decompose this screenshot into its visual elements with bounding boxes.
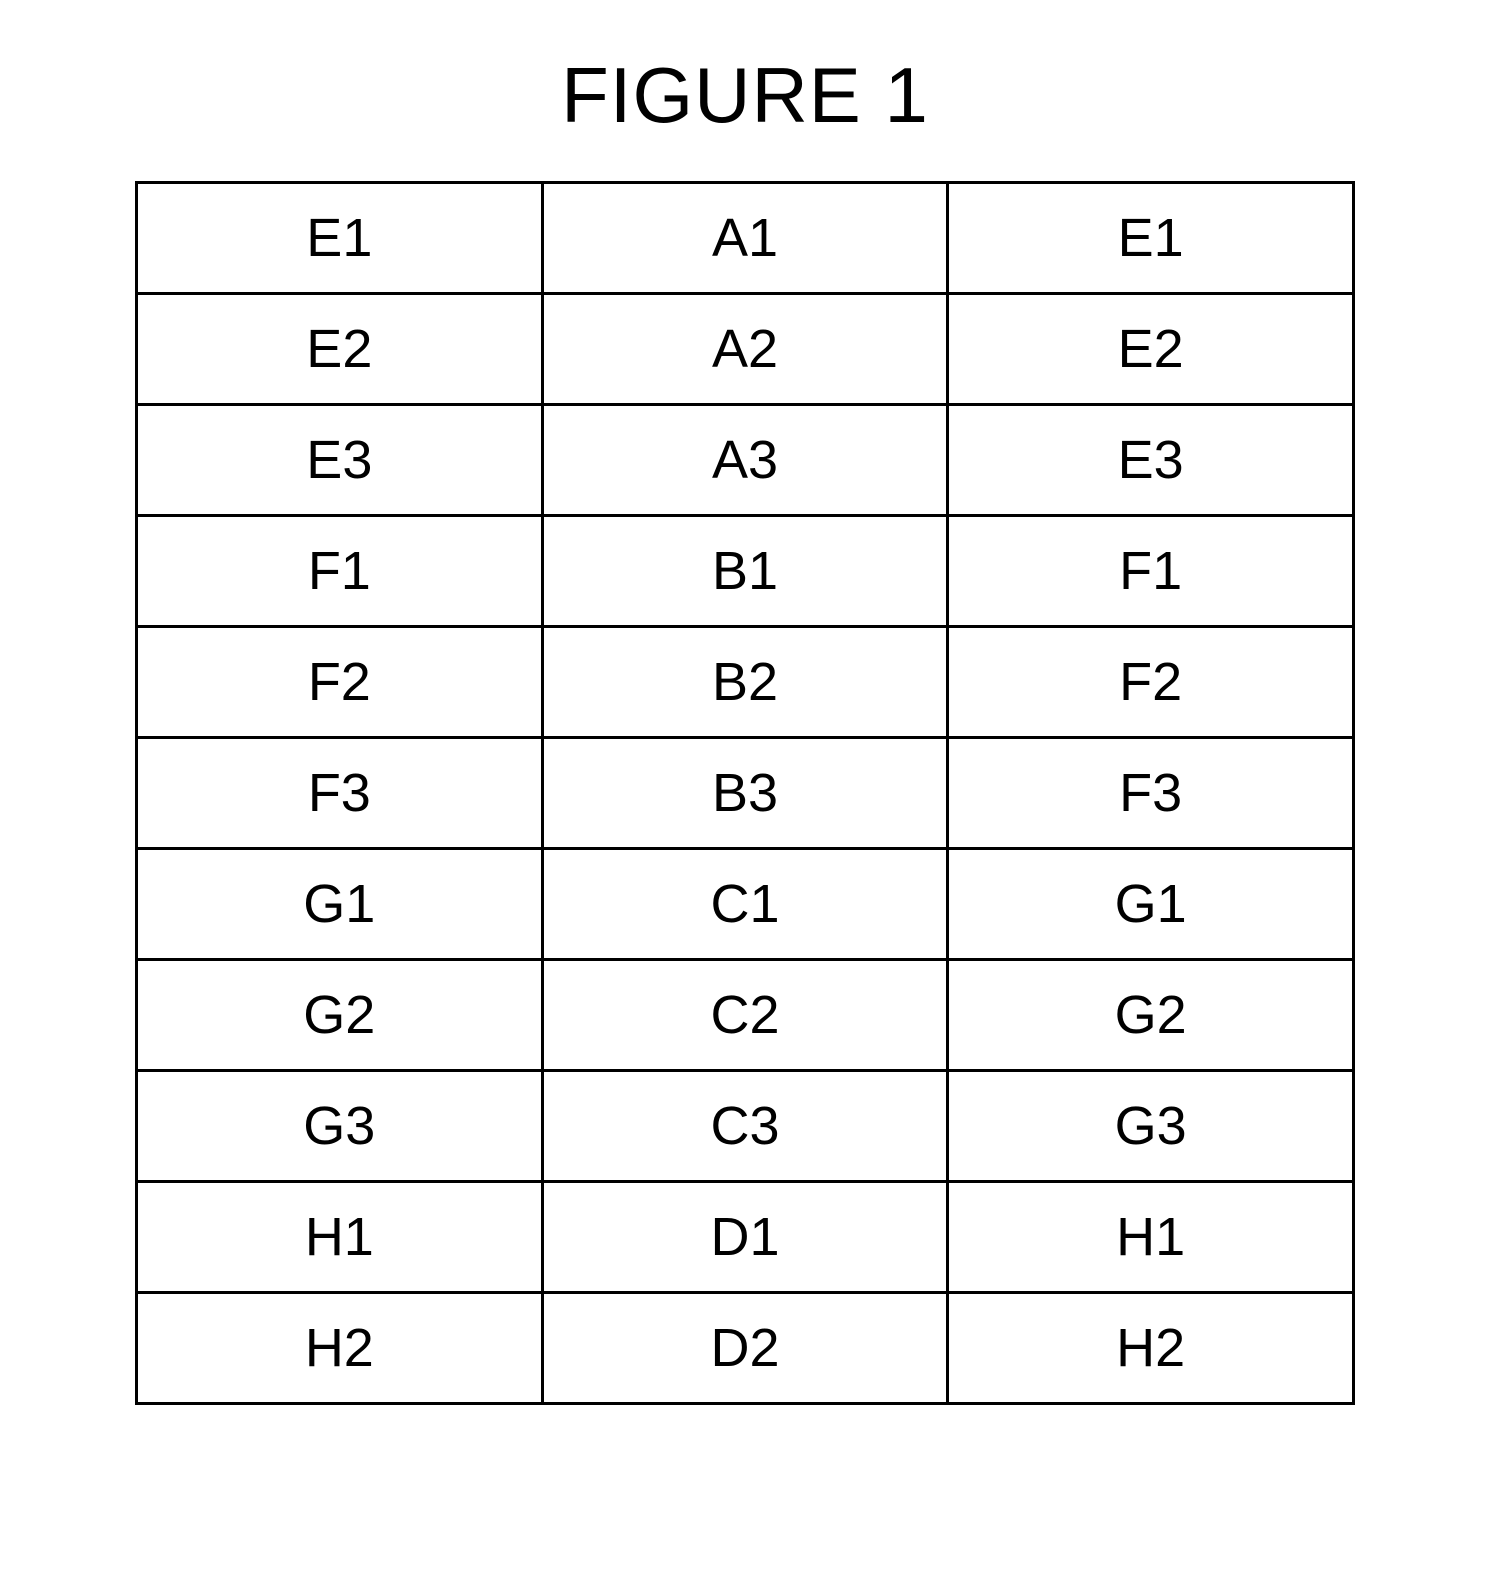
table-cell: G2: [137, 960, 543, 1071]
table-cell: D1: [542, 1182, 948, 1293]
table-cell: H1: [948, 1182, 1354, 1293]
table-cell: G2: [948, 960, 1354, 1071]
table-row: F1 B1 F1: [137, 516, 1354, 627]
table-cell: E1: [137, 183, 543, 294]
table-cell: E2: [137, 294, 543, 405]
table-cell: C3: [542, 1071, 948, 1182]
table-cell: B3: [542, 738, 948, 849]
table-cell: B1: [542, 516, 948, 627]
figure-container: FIGURE 1 E1 A1 E1 E2 A2 E2 E3 A3 E3 F1 B…: [0, 0, 1490, 1405]
table-row: G3 C3 G3: [137, 1071, 1354, 1182]
table-row: G1 C1 G1: [137, 849, 1354, 960]
table-cell: H2: [137, 1293, 543, 1404]
table-cell: A2: [542, 294, 948, 405]
table-cell: E1: [948, 183, 1354, 294]
figure-table: E1 A1 E1 E2 A2 E2 E3 A3 E3 F1 B1 F1 F2 B: [135, 181, 1355, 1405]
table-cell: D2: [542, 1293, 948, 1404]
figure-title: FIGURE 1: [561, 50, 929, 141]
table-cell: C2: [542, 960, 948, 1071]
table-cell: H1: [137, 1182, 543, 1293]
table-row: E3 A3 E3: [137, 405, 1354, 516]
table-cell: F2: [137, 627, 543, 738]
table-cell: F3: [137, 738, 543, 849]
table-cell: F1: [948, 516, 1354, 627]
table-cell: E3: [948, 405, 1354, 516]
table-cell: F2: [948, 627, 1354, 738]
table-cell: C1: [542, 849, 948, 960]
table-cell: G3: [948, 1071, 1354, 1182]
table-row: E1 A1 E1: [137, 183, 1354, 294]
table-cell: B2: [542, 627, 948, 738]
table-cell: E3: [137, 405, 543, 516]
table-row: F3 B3 F3: [137, 738, 1354, 849]
table-row: G2 C2 G2: [137, 960, 1354, 1071]
table-cell: F3: [948, 738, 1354, 849]
table-cell: G3: [137, 1071, 543, 1182]
table-row: F2 B2 F2: [137, 627, 1354, 738]
table-row: H2 D2 H2: [137, 1293, 1354, 1404]
table-row: E2 A2 E2: [137, 294, 1354, 405]
table-cell: H2: [948, 1293, 1354, 1404]
table-row: H1 D1 H1: [137, 1182, 1354, 1293]
table-cell: A3: [542, 405, 948, 516]
table-cell: G1: [137, 849, 543, 960]
table-cell: A1: [542, 183, 948, 294]
table-cell: G1: [948, 849, 1354, 960]
table-cell: E2: [948, 294, 1354, 405]
table-cell: F1: [137, 516, 543, 627]
